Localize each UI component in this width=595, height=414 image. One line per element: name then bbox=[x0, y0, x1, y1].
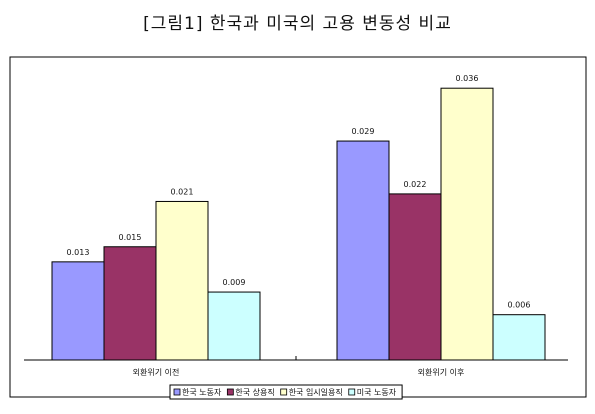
data-labels-group: 0.013 0.015 0.021 0.009 0.029 0.022 0.036 0.006 bbox=[67, 74, 531, 310]
bar-3-1 bbox=[155, 200, 209, 361]
legend-label-4: 미국 노동자 bbox=[357, 388, 397, 397]
legend-swatch-1 bbox=[173, 388, 181, 396]
legend-swatch-3 bbox=[280, 388, 288, 396]
bar-1-2 bbox=[336, 140, 390, 361]
legend-label-3: 한국 임시일용직 bbox=[289, 387, 343, 397]
bar-4-1 bbox=[207, 291, 261, 361]
data-label-2-2: 0.022 bbox=[404, 180, 427, 189]
bars-group bbox=[51, 87, 546, 361]
legend: 한국 노동자 한국 상용직 한국 임시일용직 미국 노동자 bbox=[169, 384, 403, 400]
x-tick-labels-group: 외환위기 이전 외환위기 이후 bbox=[133, 367, 465, 377]
legend-label-2: 한국 상용직 bbox=[235, 387, 274, 397]
legend-items: 한국 노동자 한국 상용직 한국 임시일용직 미국 노동자 bbox=[173, 387, 397, 397]
bar-2-2 bbox=[388, 193, 442, 361]
chart-title: [그림1] 한국과 미국의 고용 변동성 비교 bbox=[143, 14, 452, 34]
bar-4-2 bbox=[492, 314, 546, 361]
x-tick-label-2: 외환위기 이후 bbox=[418, 367, 465, 377]
data-label-1-1: 0.013 bbox=[67, 248, 90, 257]
legend-swatch-4 bbox=[348, 388, 356, 396]
data-label-4-2: 0.006 bbox=[508, 301, 531, 310]
x-tick-label-1: 외환위기 이전 bbox=[133, 367, 180, 377]
bar-1-1 bbox=[51, 261, 105, 361]
bar-3-2 bbox=[440, 87, 494, 361]
legend-swatch-2 bbox=[226, 388, 234, 396]
data-label-3-1: 0.021 bbox=[171, 187, 194, 196]
data-label-3-2: 0.036 bbox=[456, 74, 479, 83]
legend-label-1: 한국 노동자 bbox=[182, 388, 222, 397]
data-label-4-1: 0.009 bbox=[223, 278, 246, 287]
data-label-1-2: 0.029 bbox=[352, 127, 375, 136]
bar-2-1 bbox=[103, 246, 157, 361]
data-label-2-1: 0.015 bbox=[119, 233, 142, 242]
